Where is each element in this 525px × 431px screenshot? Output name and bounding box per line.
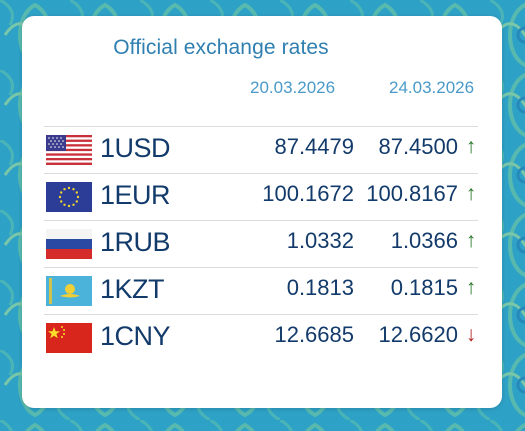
trend-up-icon: ↑ [465,276,477,299]
rate-date-1: 87.4479 [274,134,354,159]
rate-date-1: 12.6685 [274,322,354,347]
currency-code: 1CNY [100,321,171,351]
rate-row-kzt: 1KZT 0.1813 0.1815 ↑ [44,267,478,314]
date-column-header-1: 20.03.2026 [250,78,336,97]
exchange-rates-card: Official exchange rates 20.03.2026 24.03… [22,16,502,408]
rate-date-1: 100.1672 [262,181,354,206]
rate-row-eur: 1EUR 100.1672 100.8167 ↑ [44,173,478,220]
rate-date-2: 100.8167 [366,181,458,206]
trend-up-icon: ↑ [465,229,477,252]
rate-date-1: 0.1813 [286,275,354,300]
rate-row-usd: 1USD 87.4479 87.4500 ↑ [44,126,478,173]
usa-flag-icon [46,135,92,165]
trend-down-icon: ↓ [465,323,477,346]
rate-date-2: 12.6620 [378,322,458,347]
trend-up-icon: ↑ [465,182,477,205]
page-title: Official exchange rates [113,36,329,59]
rate-row-cny: 1CNY 12.6685 12.6620 ↓ [44,314,478,361]
currency-code: 1USD [100,133,171,163]
rates-table: 1USD 87.4479 87.4500 ↑ [44,126,478,361]
rate-date-2: 87.4500 [378,134,458,159]
eu-flag-icon [46,182,92,212]
currency-code: 1RUB [100,227,171,257]
currency-code: 1KZT [100,274,165,304]
date-column-header-2: 24.03.2026 [389,78,475,97]
trend-up-icon: ↑ [465,135,477,158]
kazakhstan-flag-icon [46,276,92,306]
rate-row-rub: 1RUB 1.0332 1.0366 ↑ [44,220,478,267]
china-flag-icon [46,323,92,353]
rate-date-2: 0.1815 [390,275,458,300]
currency-code: 1EUR [100,180,171,210]
russia-flag-icon [46,229,92,259]
rate-date-2: 1.0366 [390,228,458,253]
rate-date-1: 1.0332 [286,228,354,253]
